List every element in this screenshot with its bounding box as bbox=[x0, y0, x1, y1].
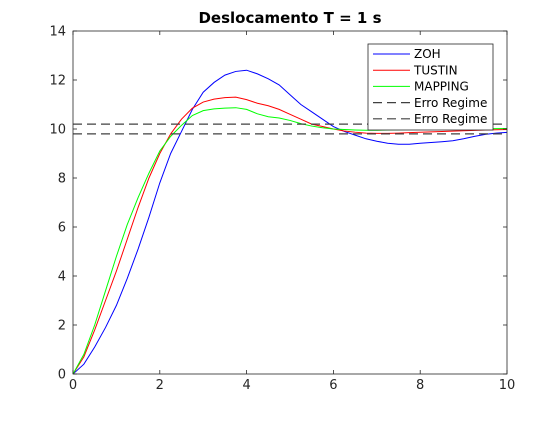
series-line-zoh-0 bbox=[73, 69, 507, 374]
y-tick-label: 6 bbox=[58, 221, 66, 236]
y-tick-label: 8 bbox=[58, 172, 66, 187]
x-tick-label: 6 bbox=[329, 378, 337, 393]
legend-label: Erro Regime bbox=[414, 112, 487, 126]
x-tick-label: 4 bbox=[242, 378, 250, 393]
x-tick-label: 2 bbox=[156, 378, 164, 393]
series-line-tustin-1 bbox=[73, 96, 507, 374]
y-tick-label: 14 bbox=[49, 25, 66, 40]
y-tick-label: 0 bbox=[58, 368, 66, 383]
y-tick-label: 2 bbox=[58, 319, 66, 334]
x-tick-label: 10 bbox=[499, 378, 516, 393]
x-tick-label: 8 bbox=[416, 378, 424, 393]
y-tick-label: 4 bbox=[58, 270, 66, 285]
legend-label: Erro Regime bbox=[414, 96, 487, 110]
chart-title: Deslocamento T = 1 s bbox=[198, 9, 381, 27]
legend-label: ZOH bbox=[414, 47, 441, 61]
legend-box bbox=[367, 43, 494, 131]
y-tick-label: 12 bbox=[49, 74, 66, 89]
y-tick-label: 10 bbox=[49, 123, 66, 138]
legend-label: MAPPING bbox=[414, 80, 469, 94]
axes-frame bbox=[72, 30, 508, 375]
legend: ZOH TUSTIN MAPPING Erro Regime Erro Regime bbox=[367, 43, 494, 131]
legend-label: TUSTIN bbox=[413, 63, 458, 77]
x-tick-label: 0 bbox=[69, 378, 77, 393]
